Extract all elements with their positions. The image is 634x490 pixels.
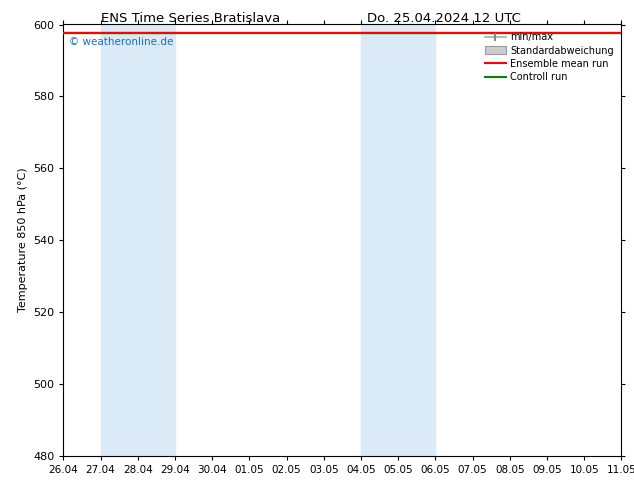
Y-axis label: Temperature 850 hPa (°C): Temperature 850 hPa (°C) (18, 168, 27, 313)
Text: © weatheronline.de: © weatheronline.de (69, 37, 173, 48)
Text: Do. 25.04.2024 12 UTC: Do. 25.04.2024 12 UTC (367, 12, 521, 25)
Legend: min/max, Standardabweichung, Ensemble mean run, Controll run: min/max, Standardabweichung, Ensemble me… (482, 29, 616, 85)
Bar (361, 24, 436, 456)
Text: ENS Time Series Bratislava: ENS Time Series Bratislava (101, 12, 280, 25)
Bar (101, 24, 175, 456)
